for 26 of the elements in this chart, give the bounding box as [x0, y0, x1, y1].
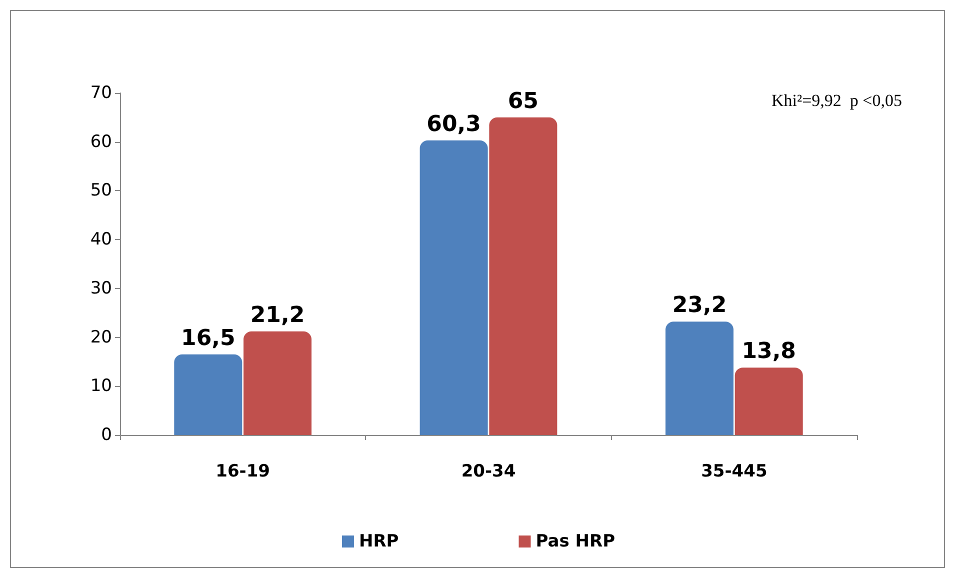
legend-label: HRP	[358, 532, 399, 552]
y-tick-label: 50	[90, 180, 112, 201]
bar	[174, 354, 242, 435]
y-tick-label: 60	[90, 132, 112, 152]
y-tick-label: 10	[90, 376, 112, 396]
bar	[665, 322, 734, 435]
data-label: 23,2	[672, 293, 727, 318]
bar	[734, 368, 803, 435]
data-label: 60,3	[426, 112, 481, 137]
x-tick-label: 20-34	[461, 462, 516, 482]
y-tick-label: 0	[101, 425, 112, 445]
data-label: 21,2	[250, 302, 305, 328]
bar	[420, 140, 488, 435]
legend-label: Pas HRP	[536, 532, 616, 552]
x-tick-label: 35-445	[701, 462, 768, 482]
x-tick-label: 16-19	[216, 462, 270, 482]
y-tick-label: 70	[90, 83, 112, 103]
y-tick-label: 40	[90, 230, 112, 250]
data-label: 16,5	[181, 326, 236, 351]
data-label: 65	[508, 88, 538, 114]
bar	[489, 117, 558, 435]
data-label: 13,8	[742, 339, 796, 364]
bar	[244, 331, 312, 435]
y-tick-label: 30	[90, 278, 112, 298]
y-tick-label: 20	[90, 327, 112, 348]
annotation: Khi²=9,92 p <0,05	[771, 91, 902, 110]
